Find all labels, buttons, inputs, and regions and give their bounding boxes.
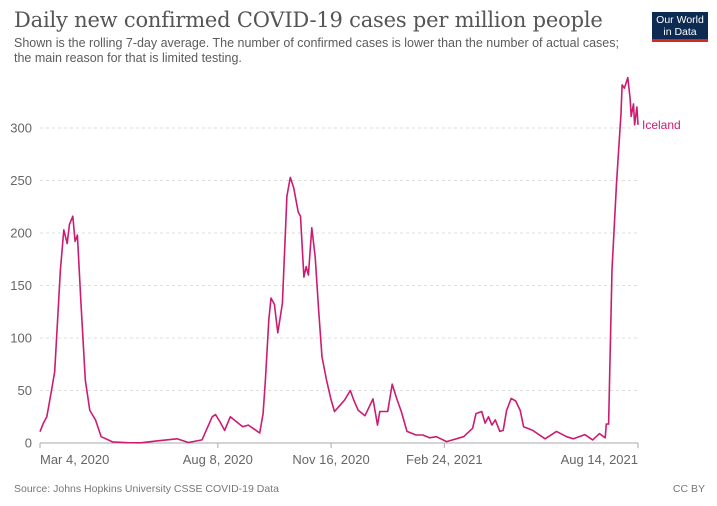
x-tick-label: Nov 16, 2020 xyxy=(292,452,369,467)
y-tick-label: 100 xyxy=(10,331,32,346)
source-note[interactable]: Source: Johns Hopkins University CSSE CO… xyxy=(14,483,279,495)
y-tick-label: 150 xyxy=(10,278,32,293)
y-tick-label: 50 xyxy=(18,383,32,398)
y-tick-label: 0 xyxy=(25,436,32,451)
x-tick-label: Aug 14, 2021 xyxy=(561,452,638,467)
chart-title: Daily new confirmed COVID-19 cases per m… xyxy=(14,8,603,32)
x-tick-label: Mar 4, 2020 xyxy=(40,452,109,467)
series-label: Iceland xyxy=(642,118,681,132)
x-tick-label: Aug 8, 2020 xyxy=(183,452,253,467)
series-line-iceland xyxy=(39,76,639,444)
logo-line-2: in Data xyxy=(663,26,697,38)
logo-line-1: Our World xyxy=(656,14,704,26)
license-link[interactable]: CC BY xyxy=(672,483,705,495)
y-tick-label: 200 xyxy=(10,226,32,241)
y-tick-label: 250 xyxy=(10,173,32,188)
chart-subtitle: Shown is the rolling 7-day average. The … xyxy=(14,36,619,65)
y-tick-label: 300 xyxy=(10,121,32,136)
owid-logo[interactable]: Our World in Data xyxy=(652,12,708,42)
x-tick-label: Feb 24, 2021 xyxy=(406,452,483,467)
